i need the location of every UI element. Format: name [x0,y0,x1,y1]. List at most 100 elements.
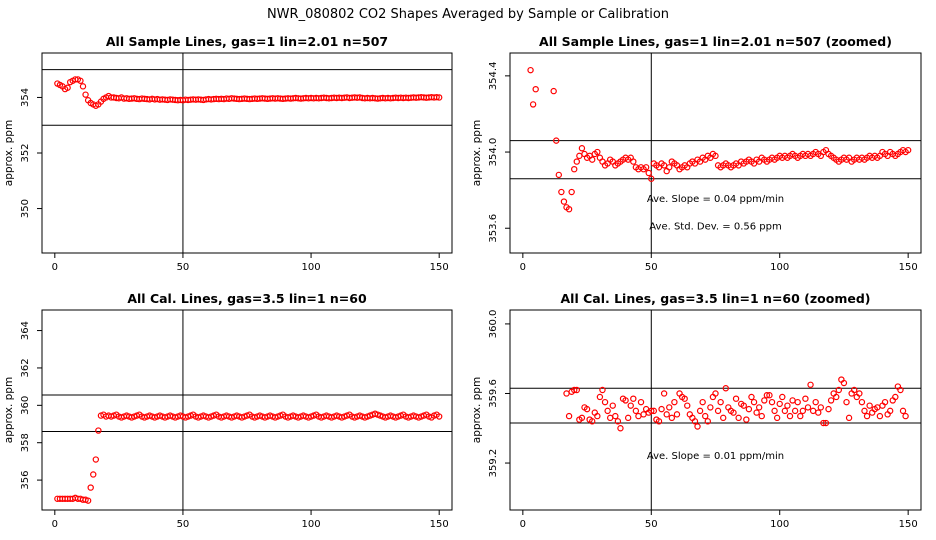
data-point [886,407,894,415]
chart-panel-4: All Cal. Lines, gas=3.5 lin=1 n=60 (zoom… [471,291,922,530]
data-point [691,418,699,425]
x-tick-label: 50 [645,262,658,273]
data-point [794,398,801,406]
data-point [856,390,863,397]
data-point [532,85,539,93]
data-point [861,407,868,415]
y-tick-label: 350 [20,199,31,218]
data-point [743,416,750,423]
y-tick-label: 358 [20,433,31,452]
data-point [781,407,789,415]
data-point [902,412,909,420]
x-tick-label: 0 [520,262,526,273]
data-point [614,418,622,425]
x-tick-label: 50 [645,519,658,530]
data-point [578,414,586,422]
data-point [433,93,440,101]
data-point [712,390,719,397]
data-point [799,407,807,415]
data-point [555,171,563,179]
data-point [435,413,443,420]
data-point [663,411,670,418]
y-tick-label: 352 [20,143,31,162]
data-point [573,386,580,394]
chart-title: All Cal. Lines, gas=3.5 lin=1 n=60 [127,291,367,306]
data-point [773,414,781,422]
data-point [642,164,650,171]
data-point [843,398,850,406]
x-tick-label: 100 [770,519,789,530]
data-point [817,404,825,411]
data-point [640,411,647,418]
data-point [714,407,722,415]
y-axis-label: approx. ppm [471,377,483,443]
chart-panel-3: All Cal. Lines, gas=3.5 lin=1 n=60 0 50 100… [3,291,453,530]
x-tick-label: 100 [302,519,321,530]
data-point [589,418,596,425]
chart-title: All Sample Lines, gas=1 lin=2.01 n=507 (… [539,34,892,49]
chart-panel-2: All Sample Lines, gas=1 lin=2.01 n=507 (… [471,34,922,273]
data-point [722,385,729,392]
data-point [768,398,776,406]
data-point [565,412,573,420]
data-point [666,404,673,411]
annotation-text: Ave. Slope = 0.01 ppm/min [647,451,784,462]
data-point [822,419,830,427]
y-tick-label: 354 [20,88,31,107]
data-point [699,398,706,406]
data-point [635,412,642,420]
data-point [568,188,575,196]
plot-frame [41,309,453,511]
x-tick-label: 0 [520,519,526,530]
data-point [789,397,796,404]
x-tick-label: 150 [899,262,918,273]
data-point [825,405,832,413]
data-point [90,471,97,478]
data-point [645,169,652,177]
x-tick-label: 100 [302,262,321,273]
data-point [648,175,655,182]
data-point [617,425,624,432]
data-point [594,412,601,420]
data-point [435,94,443,101]
data-point [624,414,632,422]
x-tick-label: 0 [52,262,58,273]
data-point [650,407,658,415]
data-point [892,393,899,401]
data-point [648,407,655,415]
data-point [563,390,570,397]
data-point [761,397,768,404]
data-point [658,405,665,413]
data-point [589,156,596,163]
data-point [840,379,848,387]
data-point [786,412,794,420]
x-tick-label: 100 [770,262,789,273]
data-point [681,395,688,402]
data-point [876,412,884,420]
x-tick-label: 150 [899,519,918,530]
plot-frame [509,309,922,511]
y-tick-label: 354.0 [488,138,499,167]
data-point [702,412,709,420]
annotation-text: Ave. Slope = 0.04 ppm/min [647,194,784,205]
data-point [604,407,611,415]
data-point [735,414,742,422]
data-point [573,158,580,165]
y-tick-label: 354.4 [488,62,499,91]
plot-frame [509,52,922,254]
data-point [560,198,568,205]
data-point [797,412,804,420]
data-point [627,402,634,409]
data-point [758,412,765,420]
data-point [655,418,663,425]
data-point [684,402,691,409]
data-point [87,484,94,491]
data-point [550,87,557,95]
data-point [565,205,573,213]
data-point [527,66,534,74]
data-point [64,84,71,91]
data-point [766,392,773,399]
x-tick-label: 50 [177,262,190,273]
data-point [745,405,753,413]
